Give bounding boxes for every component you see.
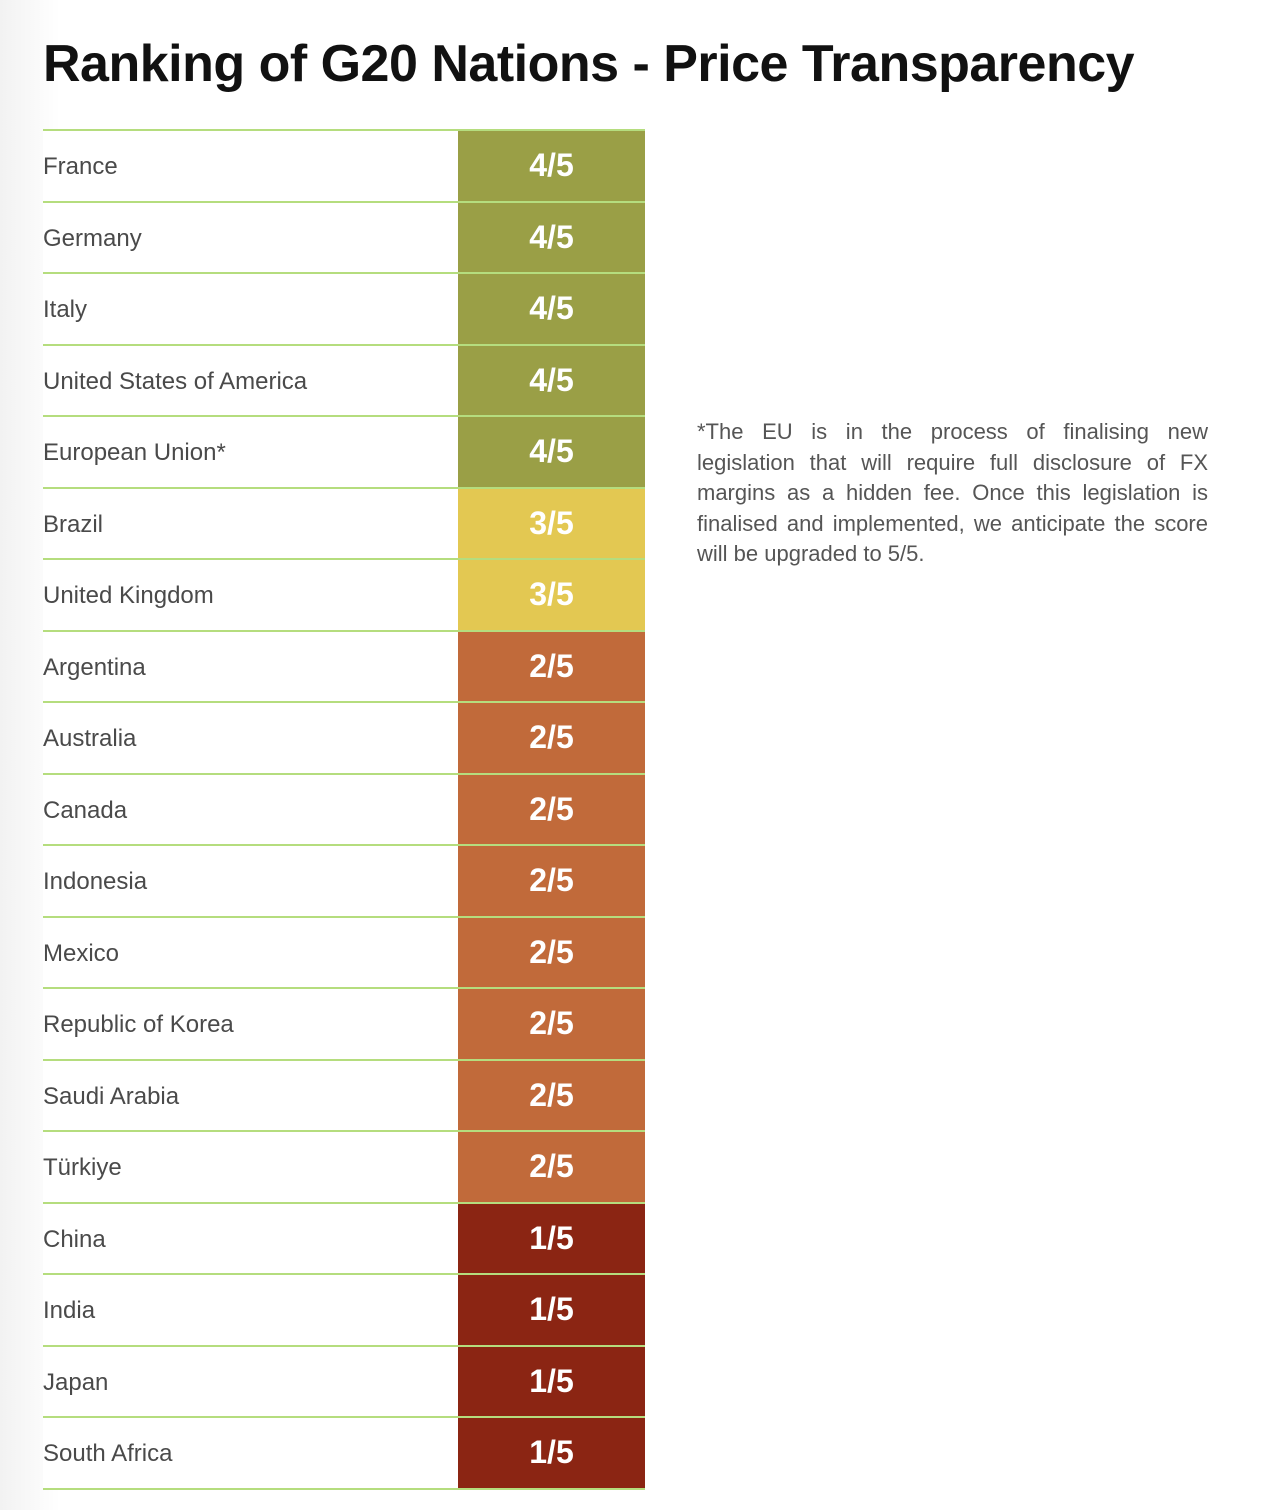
score-cell: 1/5	[458, 1203, 645, 1273]
table-row: Argentina 2/5	[43, 631, 645, 703]
country-name: India	[43, 1275, 458, 1345]
table-row: United States of America 4/5	[43, 345, 645, 417]
score-cell: 2/5	[458, 846, 645, 916]
score-cell: 1/5	[458, 1346, 645, 1416]
country-name: Argentina	[43, 631, 458, 701]
country-name: European Union*	[43, 417, 458, 487]
country-name: Japan	[43, 1346, 458, 1416]
country-name: South Africa	[43, 1418, 458, 1488]
country-name: United Kingdom	[43, 560, 458, 630]
table-row: European Union* 4/5	[43, 417, 645, 489]
country-name: Brazil	[43, 488, 458, 558]
ranking-table: France 4/5 Germany 4/5 Italy 4/5 United States…	[43, 129, 645, 1490]
page-title: Ranking of G20 Nations - Price Transpare…	[43, 35, 1135, 93]
table-row: Türkiye 2/5	[43, 1132, 645, 1204]
score-cell: 4/5	[458, 131, 645, 201]
eu-footnote: *The EU is in the process of finalising …	[697, 419, 1208, 567]
score-cell: 2/5	[458, 1060, 645, 1130]
score-cell: 4/5	[458, 345, 645, 415]
country-name: Republic of Korea	[43, 989, 458, 1059]
table-row: Canada 2/5	[43, 774, 645, 846]
score-cell: 2/5	[458, 631, 645, 701]
score-cell: 2/5	[458, 917, 645, 987]
score-cell: 1/5	[458, 1275, 645, 1345]
score-cell: 2/5	[458, 703, 645, 773]
table-row: Australia 2/5	[43, 703, 645, 775]
country-name: Australia	[43, 703, 458, 773]
table-row: France 4/5	[43, 131, 645, 203]
country-name: Mexico	[43, 917, 458, 987]
table-row: Japan 1/5	[43, 1346, 645, 1418]
country-name: United States of America	[43, 345, 458, 415]
country-name: Türkiye	[43, 1132, 458, 1202]
country-name: Germany	[43, 202, 458, 272]
score-cell: 2/5	[458, 989, 645, 1059]
country-name: Italy	[43, 274, 458, 344]
country-name: Canada	[43, 774, 458, 844]
table-row: Mexico 2/5	[43, 917, 645, 989]
score-cell: 4/5	[458, 274, 645, 344]
table-row: India 1/5	[43, 1275, 645, 1347]
score-cell: 2/5	[458, 774, 645, 844]
country-name: Indonesia	[43, 846, 458, 916]
score-cell: 3/5	[458, 560, 645, 630]
table-row: Saudi Arabia 2/5	[43, 1060, 645, 1132]
table-row: Italy 4/5	[43, 274, 645, 346]
score-cell: 1/5	[458, 1418, 645, 1488]
score-cell: 4/5	[458, 417, 645, 487]
country-name: China	[43, 1203, 458, 1273]
table-row: Brazil 3/5	[43, 488, 645, 560]
country-name: France	[43, 131, 458, 201]
country-name: Saudi Arabia	[43, 1060, 458, 1130]
table-row: Indonesia 2/5	[43, 846, 645, 918]
table-row: United Kingdom 3/5	[43, 560, 645, 632]
score-cell: 2/5	[458, 1132, 645, 1202]
table-row: South Africa 1/5	[43, 1418, 645, 1490]
score-cell: 3/5	[458, 488, 645, 558]
table-row: China 1/5	[43, 1203, 645, 1275]
score-cell: 4/5	[458, 202, 645, 272]
table-row: Germany 4/5	[43, 202, 645, 274]
table-row: Republic of Korea 2/5	[43, 989, 645, 1061]
